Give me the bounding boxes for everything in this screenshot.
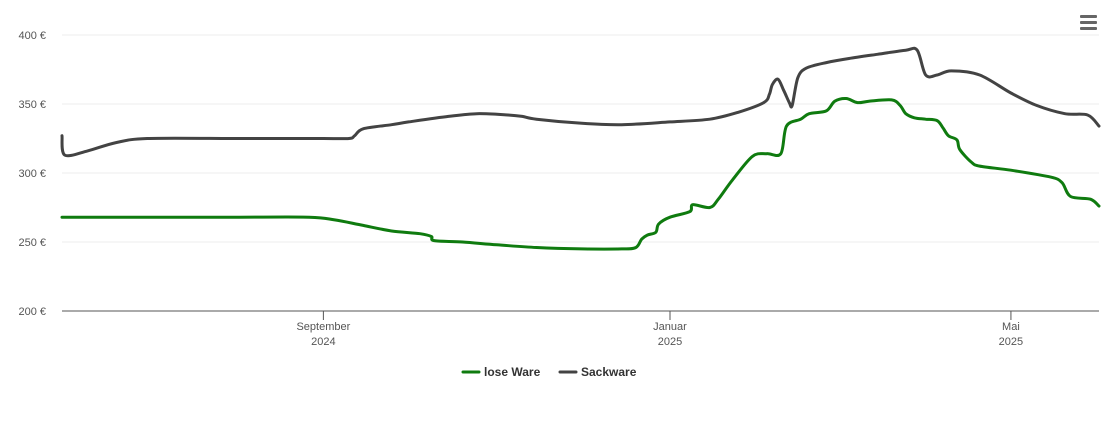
hamburger-menu-icon[interactable] bbox=[1076, 10, 1100, 34]
legend-label-lose-ware: lose Ware bbox=[484, 365, 541, 379]
grid-lines bbox=[62, 34, 1099, 243]
x-tick-sublabel: 2025 bbox=[658, 336, 682, 348]
y-tick-label: 250 € bbox=[18, 237, 46, 249]
menu-bar bbox=[1079, 20, 1097, 24]
y-tick-label: 300 € bbox=[18, 168, 46, 180]
series-line-lose-ware bbox=[60, 96, 1101, 251]
legend-label-sackware: Sackware bbox=[581, 365, 637, 379]
x-axis: September 2024 Januar 2025 Mai 2025 bbox=[62, 310, 1099, 348]
y-axis: 200 € 250 € 300 € 350 € 400 € bbox=[18, 30, 46, 318]
x-tick-label: September bbox=[296, 321, 350, 333]
y-tick-label: 400 € bbox=[18, 30, 46, 42]
menu-bar bbox=[1079, 14, 1097, 18]
x-tick-sublabel: 2024 bbox=[311, 336, 335, 348]
x-tick-label: Mai bbox=[1002, 321, 1020, 333]
y-tick-label: 200 € bbox=[18, 306, 46, 318]
x-tick-sublabel: 2025 bbox=[999, 336, 1023, 348]
series-line-sackware bbox=[60, 46, 1101, 158]
x-tick-label: Januar bbox=[653, 321, 687, 333]
series-group bbox=[60, 46, 1101, 251]
y-tick-label: 350 € bbox=[18, 99, 46, 111]
legend: lose Ware Sackware bbox=[461, 365, 637, 379]
menu-bar bbox=[1079, 26, 1097, 30]
